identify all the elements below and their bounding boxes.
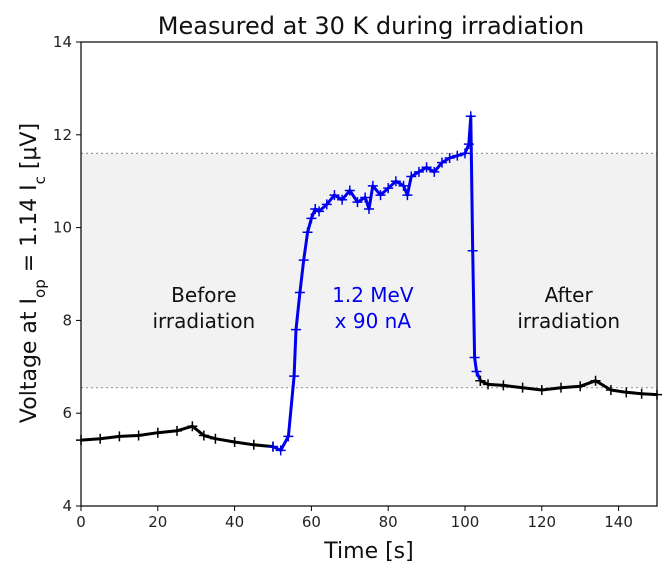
- data-point: [152, 427, 163, 438]
- data-point: [306, 213, 317, 224]
- data-point: [314, 206, 325, 217]
- y-axis-title-pre: Voltage at I: [17, 298, 42, 423]
- data-point: [429, 166, 440, 177]
- x-tick-label: 60: [302, 513, 321, 531]
- data-point: [444, 153, 455, 163]
- data-point: [375, 190, 386, 201]
- data-point: [463, 139, 474, 150]
- x-tick-label: 140: [604, 513, 633, 531]
- annotation-line: Before: [171, 283, 236, 307]
- data-point: [95, 433, 106, 444]
- data-point: [302, 227, 313, 238]
- y-tick-label: 12: [53, 126, 72, 144]
- data-point: [556, 382, 566, 393]
- data-point: [517, 382, 528, 393]
- data-point: [187, 421, 198, 432]
- chart-title: Measured at 30 K during irradiation: [158, 12, 584, 40]
- data-point: [475, 375, 486, 386]
- data-point: [298, 255, 309, 266]
- data-point: [605, 385, 616, 395]
- data-point: [367, 180, 378, 191]
- data-point: [268, 441, 278, 452]
- data-point: [460, 148, 470, 159]
- annotation-line: irradiation: [153, 309, 256, 333]
- data-point: [383, 183, 394, 194]
- y-tick-label: 6: [62, 404, 72, 422]
- y-axis-title-post: [μV]: [17, 123, 42, 176]
- x-tick-label: 80: [379, 513, 398, 531]
- x-tick-label: 20: [148, 513, 167, 531]
- y-axis-title-sub1: op: [31, 279, 49, 298]
- data-point: [352, 197, 363, 208]
- annotation-line: irradiation: [517, 309, 620, 333]
- data-point: [291, 324, 302, 335]
- y-tick-label: 8: [62, 311, 72, 329]
- data-point: [590, 375, 601, 386]
- data-point: [321, 199, 332, 210]
- data-point: [133, 430, 144, 441]
- y-tick-label: 4: [62, 497, 72, 515]
- data-point: [406, 171, 417, 182]
- data-point: [536, 385, 547, 395]
- data-point: [467, 245, 478, 256]
- data-point: [398, 180, 409, 191]
- annotation-line: After: [545, 283, 594, 307]
- data-point: [248, 439, 259, 450]
- annotation-1: 1.2 MeV x 90 nA: [332, 283, 414, 333]
- data-point: [364, 204, 374, 215]
- annotation-0: Before irradiation: [153, 283, 256, 333]
- x-tick-label: 0: [76, 513, 86, 531]
- data-point: [360, 192, 371, 203]
- data-point: [498, 380, 509, 391]
- data-point: [198, 430, 209, 441]
- annotation-2: After irradiation: [517, 283, 620, 333]
- x-tick-label: 120: [527, 513, 556, 531]
- data-point: [436, 157, 447, 168]
- data-point: [337, 194, 348, 205]
- data-point: [344, 185, 355, 196]
- data-point: [294, 287, 305, 298]
- data-point: [289, 371, 300, 382]
- shaded-band: [81, 153, 657, 388]
- y-tick-label: 14: [53, 33, 72, 51]
- data-point: [114, 431, 125, 442]
- data-point: [413, 166, 424, 177]
- data-point: [402, 190, 413, 201]
- data-point: [283, 431, 294, 442]
- data-point: [575, 381, 586, 392]
- x-tick-label: 100: [451, 513, 480, 531]
- data-point: [275, 445, 286, 456]
- data-point: [471, 366, 482, 377]
- data-point: [465, 111, 476, 122]
- data-point: [452, 150, 463, 161]
- plot-frame: [80, 41, 658, 507]
- data-point: [636, 388, 647, 399]
- annotation-line: x 90 nA: [335, 309, 412, 333]
- y-tick-label: 10: [53, 219, 72, 237]
- data-point: [390, 176, 401, 187]
- data-point: [469, 352, 480, 363]
- y-axis-title-mid: = 1.14 I: [17, 184, 42, 279]
- data-point: [483, 379, 494, 390]
- x-tick-label: 40: [225, 513, 244, 531]
- data-point: [621, 387, 632, 398]
- data-point: [172, 425, 182, 436]
- data-point: [421, 162, 432, 173]
- y-axis-title-sub2: c: [31, 176, 49, 184]
- y-axis-title: Voltage at Iop = 1.14 Ic [μV]: [17, 123, 49, 423]
- data-point: [210, 433, 221, 444]
- annotation-line: 1.2 MeV: [332, 283, 414, 307]
- data-point: [329, 190, 340, 201]
- data-point: [229, 436, 240, 447]
- x-axis-title: Time [s]: [323, 539, 413, 564]
